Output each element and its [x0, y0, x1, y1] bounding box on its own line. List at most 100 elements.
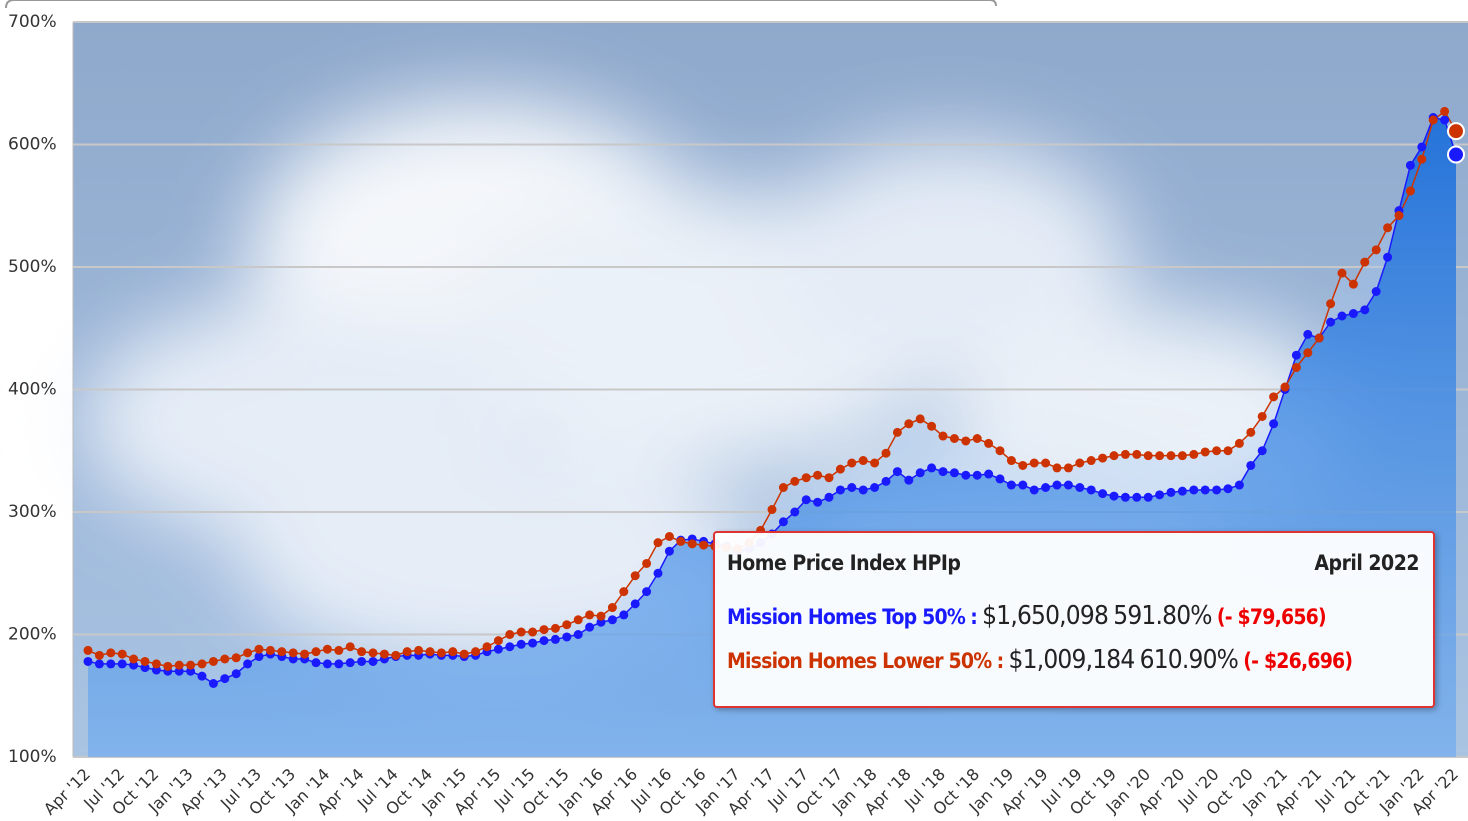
- point: [790, 476, 800, 486]
- y-tick-label: 300%: [8, 502, 57, 522]
- point: [1212, 446, 1222, 456]
- point: [1394, 211, 1404, 221]
- tooltip-row: Mission Homes Lower 50% : $1,009,184 610…: [727, 645, 1419, 675]
- point: [995, 474, 1005, 484]
- point: [949, 468, 959, 478]
- point: [1337, 311, 1347, 321]
- point: [539, 636, 549, 646]
- point: [1109, 451, 1119, 461]
- point: [1428, 115, 1438, 125]
- point: [1109, 491, 1119, 501]
- point: [1417, 154, 1427, 164]
- point: [151, 659, 161, 669]
- point: [265, 645, 275, 655]
- point: [106, 659, 116, 669]
- point: [482, 642, 492, 652]
- point: [904, 419, 914, 429]
- point: [1269, 419, 1279, 429]
- point: [573, 615, 583, 625]
- point: [1063, 463, 1073, 473]
- point: [790, 507, 800, 517]
- point: [94, 650, 104, 660]
- point: [1405, 186, 1415, 196]
- point: [562, 632, 572, 642]
- point: [1291, 350, 1301, 360]
- point: [550, 623, 560, 633]
- point: [357, 647, 367, 657]
- point: [607, 615, 617, 625]
- point: [664, 532, 674, 541]
- point: [186, 660, 196, 670]
- point: [1326, 299, 1336, 309]
- point: [949, 434, 959, 443]
- frame-edge: [5, 0, 997, 9]
- separator: :: [970, 605, 978, 629]
- point: [1177, 451, 1187, 461]
- point: [1200, 485, 1210, 495]
- tooltip-row: Mission Homes Top 50% : $1,650,098 591.8…: [727, 601, 1419, 631]
- point: [676, 536, 686, 546]
- point: [311, 658, 321, 668]
- point: [117, 649, 127, 659]
- point: [528, 627, 538, 637]
- point: [322, 659, 332, 669]
- point: [1098, 453, 1108, 463]
- point: [1314, 333, 1324, 343]
- point: [984, 438, 994, 448]
- point: [1234, 438, 1244, 448]
- point: [436, 648, 446, 658]
- point: [1337, 268, 1347, 278]
- point: [197, 659, 207, 669]
- x-tick-label: Apr '12: [40, 765, 94, 817]
- point: [1029, 485, 1039, 495]
- point: [516, 627, 526, 637]
- point: [1041, 483, 1051, 492]
- point: [83, 656, 93, 666]
- point: [630, 599, 640, 609]
- point: [1360, 257, 1370, 267]
- point: [391, 650, 401, 660]
- point: [254, 652, 264, 662]
- tooltip: Home Price Index HPIp April 2022 Mission …: [713, 531, 1435, 708]
- point: [334, 659, 344, 669]
- point: [94, 659, 104, 669]
- point: [767, 505, 777, 515]
- point: [870, 483, 880, 492]
- point: [379, 649, 389, 659]
- point: [573, 630, 583, 639]
- point: [220, 654, 230, 664]
- tooltip-title: Home Price Index HPIp: [727, 551, 961, 575]
- point: [1018, 460, 1028, 470]
- point: [448, 647, 458, 657]
- point: [459, 649, 469, 659]
- point: [83, 645, 93, 655]
- point: [140, 656, 150, 666]
- point: [892, 467, 902, 477]
- point: [1223, 446, 1233, 456]
- point: [1440, 115, 1450, 125]
- point: [858, 485, 868, 495]
- point: [1234, 480, 1244, 490]
- point: [174, 660, 184, 670]
- point: [197, 671, 207, 681]
- y-tick-label: 100%: [8, 747, 57, 767]
- point: [1166, 451, 1176, 461]
- point: [881, 448, 891, 458]
- point: [984, 469, 994, 479]
- point: [801, 473, 811, 483]
- point: [425, 647, 435, 657]
- point: [163, 661, 173, 671]
- point: [1200, 447, 1210, 457]
- point: [505, 642, 515, 652]
- point: [927, 421, 937, 431]
- point: [1029, 458, 1039, 468]
- point: [870, 458, 880, 468]
- point: [824, 492, 834, 502]
- point: [938, 431, 948, 441]
- point: [1189, 449, 1199, 459]
- point: [550, 634, 560, 644]
- point: [892, 427, 902, 437]
- point: [630, 571, 640, 581]
- point: [562, 620, 572, 630]
- point: [1440, 106, 1450, 116]
